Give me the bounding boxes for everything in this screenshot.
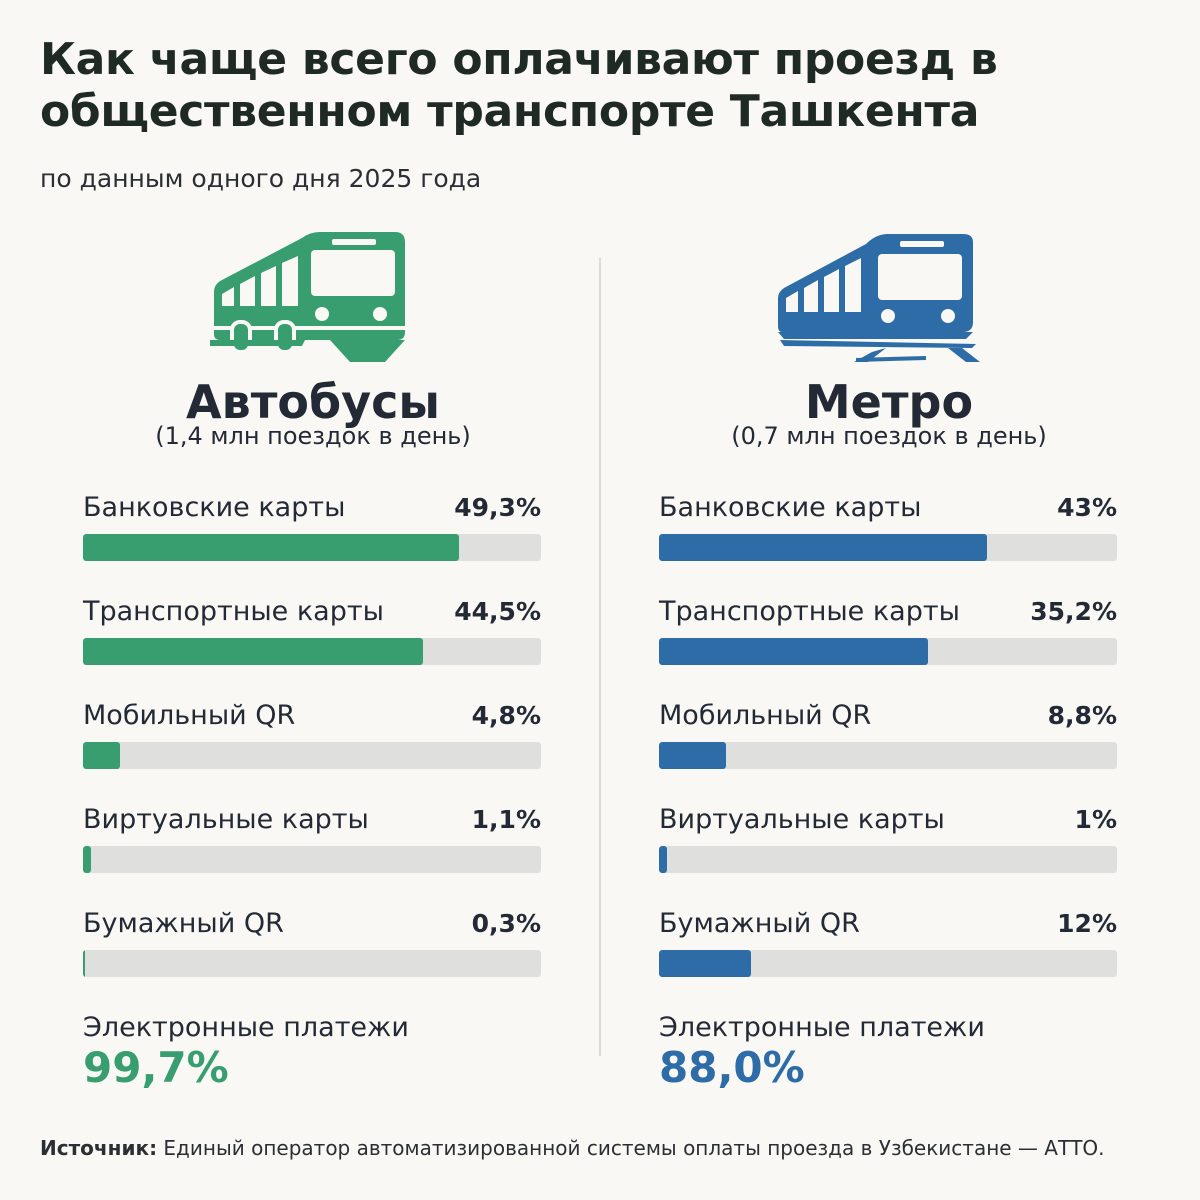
bus-trips-per-day: (1,4 млн поездок в день) [155, 422, 471, 450]
metro-electronic-payments-label: Электронные платежи [659, 1012, 985, 1043]
bar-track [659, 950, 1117, 977]
bar-row: Транспортные карты 44,5% [83, 592, 541, 696]
bar-fill [659, 846, 667, 873]
bar-label: Транспортные карты [659, 596, 960, 627]
bar-value: 1,1% [471, 805, 541, 834]
chart-title: Как чаще всего оплачивают проезд в общес… [40, 34, 998, 137]
bar-fill [83, 638, 423, 665]
metro-trips-per-day: (0,7 млн поездок в день) [731, 422, 1047, 450]
bar-fill [659, 950, 751, 977]
bar-track [659, 534, 1117, 561]
bar-label: Банковские карты [83, 492, 346, 523]
bar-row: Бумажный QR 12% [659, 904, 1117, 1008]
bar-label: Бумажный QR [83, 908, 284, 939]
bar-fill [83, 534, 460, 561]
metro-panel: Метро (0,7 млн поездок в день) Банковски… [636, 0, 1156, 1200]
bar-label: Виртуальные карты [659, 804, 945, 835]
metro-title: Метро [804, 375, 974, 429]
bar-value: 12% [1057, 909, 1117, 938]
bar-row: Банковские карты 43% [659, 488, 1117, 592]
bar-fill [83, 950, 86, 977]
bar-value: 0,3% [471, 909, 541, 938]
bar-track [83, 846, 541, 873]
source-note: Источник: Единый оператор автоматизирова… [40, 1134, 1170, 1162]
bar-value: 4,8% [471, 701, 541, 730]
source-text: Единый оператор автоматизированной систе… [157, 1136, 1105, 1160]
bar-row: Мобильный QR 8,8% [659, 696, 1117, 800]
bar-fill [83, 742, 120, 769]
bar-label: Мобильный QR [659, 700, 872, 731]
bar-track [659, 638, 1117, 665]
bar-track [659, 742, 1117, 769]
column-divider [599, 258, 601, 1056]
bar-label: Виртуальные карты [83, 804, 369, 835]
bar-value: 35,2% [1030, 597, 1117, 626]
bar-row: Мобильный QR 4,8% [83, 696, 541, 800]
bus-panel: Автобусы (1,4 млн поездок в день) Банков… [60, 0, 580, 1200]
bar-value: 49,3% [454, 493, 541, 522]
bar-track [83, 638, 541, 665]
bar-label: Банковские карты [659, 492, 922, 523]
metro-train-icon [778, 234, 980, 362]
bar-track [83, 534, 541, 561]
bar-row: Виртуальные карты 1% [659, 800, 1117, 904]
bar-label: Мобильный QR [83, 700, 296, 731]
bar-label: Бумажный QR [659, 908, 860, 939]
bar-row: Бумажный QR 0,3% [83, 904, 541, 1008]
bar-fill [83, 846, 92, 873]
bus-electronic-payments-label: Электронные платежи [83, 1012, 409, 1043]
bar-value: 43% [1057, 493, 1117, 522]
bus-electronic-payments-value: 99,7% [83, 1043, 229, 1092]
bar-track [83, 950, 541, 977]
bus-bars: Банковские карты 49,3% Транспортные карт… [83, 488, 541, 1008]
bar-value: 1% [1074, 805, 1117, 834]
bar-row: Банковские карты 49,3% [83, 488, 541, 592]
bar-label: Транспортные карты [83, 596, 384, 627]
bar-fill [659, 534, 988, 561]
bar-row: Транспортные карты 35,2% [659, 592, 1117, 696]
bus-title: Автобусы [186, 375, 440, 429]
bar-track [83, 742, 541, 769]
chart-subtitle: по данным одного дня 2025 года [40, 164, 482, 193]
bar-row: Виртуальные карты 1,1% [83, 800, 541, 904]
bus-icon [210, 232, 405, 362]
bar-fill [659, 638, 928, 665]
bar-track [659, 846, 1117, 873]
source-label: Источник: [40, 1136, 158, 1160]
metro-bars: Банковские карты 43% Транспортные карты … [659, 488, 1117, 1008]
bar-value: 44,5% [454, 597, 541, 626]
bar-fill [659, 742, 727, 769]
bar-value: 8,8% [1047, 701, 1117, 730]
metro-electronic-payments-value: 88,0% [659, 1043, 805, 1092]
